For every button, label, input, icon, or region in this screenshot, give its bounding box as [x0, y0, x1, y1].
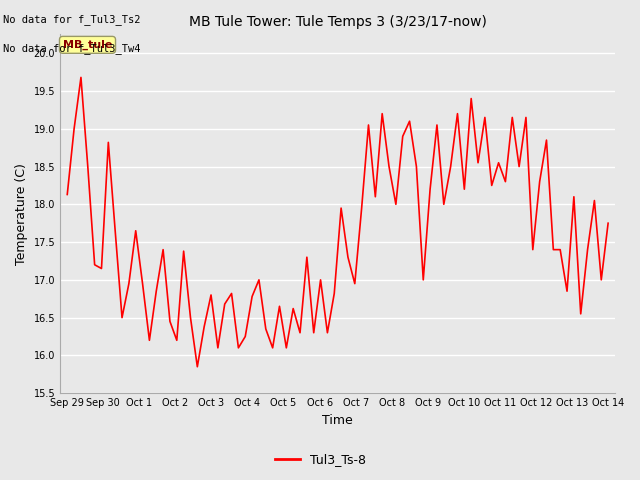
Text: No data for f_Tul3_Ts2: No data for f_Tul3_Ts2	[3, 14, 141, 25]
Y-axis label: Temperature (C): Temperature (C)	[15, 163, 28, 264]
Text: MB_tule: MB_tule	[63, 40, 112, 50]
Title: MB Tule Tower: Tule Temps 3 (3/23/17-now): MB Tule Tower: Tule Temps 3 (3/23/17-now…	[189, 15, 486, 29]
Text: No data for f_Tul3_Tw4: No data for f_Tul3_Tw4	[3, 43, 141, 54]
X-axis label: Time: Time	[323, 414, 353, 427]
Legend: Tul3_Ts-8: Tul3_Ts-8	[269, 448, 371, 471]
